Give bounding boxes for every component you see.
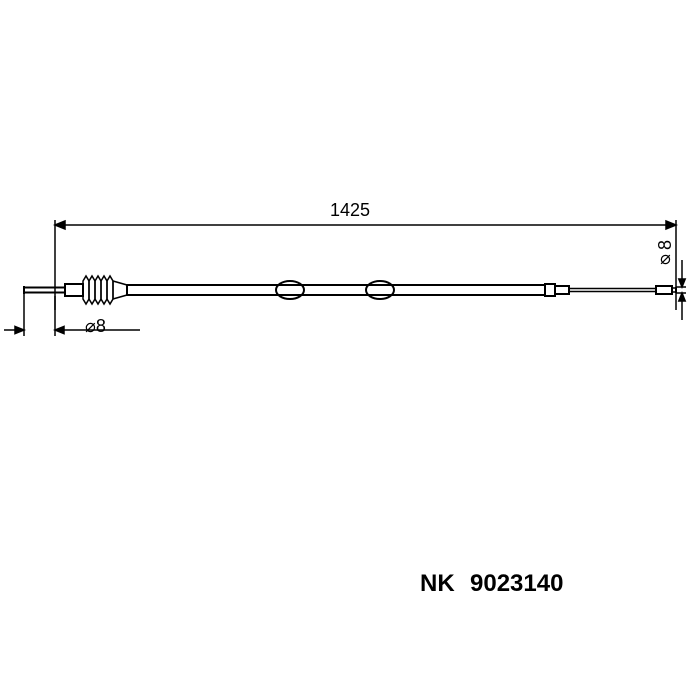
part-number: 9023140 xyxy=(470,570,563,598)
technical-drawing xyxy=(0,0,700,700)
brand-name: NK xyxy=(420,570,455,598)
dim-left-diameter: ⌀8 xyxy=(85,316,106,337)
dim-overall-length: 1425 xyxy=(330,200,370,221)
dim-right-diameter: ⌀8 xyxy=(654,240,676,271)
